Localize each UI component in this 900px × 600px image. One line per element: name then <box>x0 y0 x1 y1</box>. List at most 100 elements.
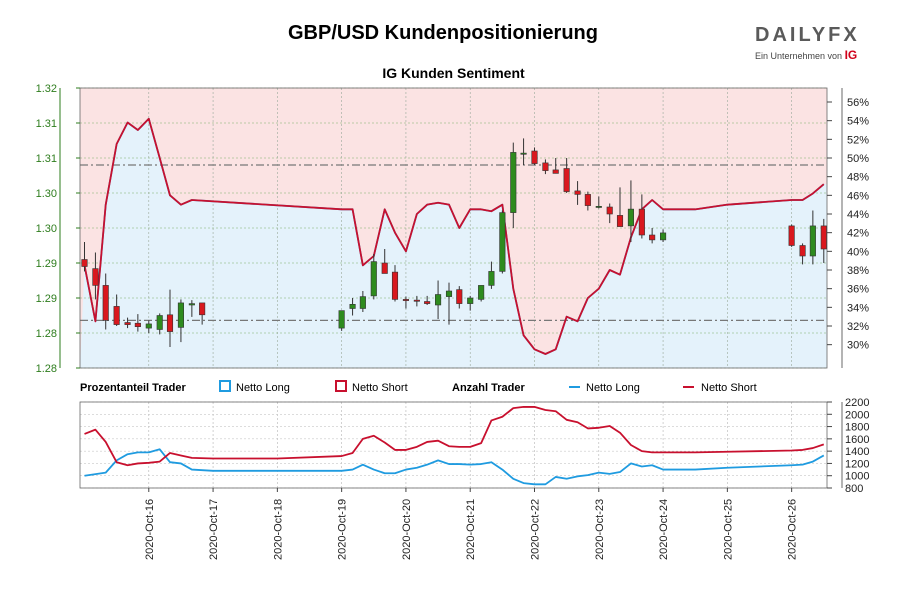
time-tick-label: 2020-Oct-18 <box>272 499 284 560</box>
candle-down <box>381 262 388 274</box>
candle-down <box>413 299 420 302</box>
legend-long-label: Netto Long <box>236 382 290 394</box>
dailyfx-logo: DAILYFX Ein Unternehmen von IG <box>755 24 875 62</box>
candle-down <box>638 208 645 236</box>
price-tick-label: 1.30 <box>36 188 57 200</box>
candle-up <box>660 232 667 241</box>
candle-up <box>435 294 442 306</box>
time-tick-label: 2020-Oct-16 <box>144 499 156 560</box>
candle-down <box>552 169 559 174</box>
candle-up <box>145 323 152 329</box>
legend-short-swatch <box>335 380 347 392</box>
candle-up <box>478 285 485 300</box>
candle-down <box>574 190 581 195</box>
candle-up <box>338 310 345 329</box>
time-tick-label: 2020-Oct-20 <box>401 499 413 560</box>
candle-up <box>445 290 453 297</box>
candle-down <box>649 234 656 241</box>
percent-tick-label: 36% <box>847 284 869 296</box>
percent-tick-label: 48% <box>847 172 869 184</box>
price-tick-label: 1.28 <box>36 363 57 375</box>
candle-up <box>499 212 506 272</box>
legend-percent-heading: Prozentanteil Trader <box>80 382 186 394</box>
candle-up <box>349 303 356 309</box>
count-tick-label: 1800 <box>845 422 869 434</box>
price-tick-label: 1.32 <box>36 83 57 95</box>
time-tick-label: 2020-Oct-24 <box>658 499 670 560</box>
netto-long-count-line <box>84 448 825 486</box>
chart-title: GBP/USD Kundenpositionierung <box>288 22 598 44</box>
candle-down <box>124 322 131 325</box>
candle-down <box>799 245 806 257</box>
candle-down <box>92 268 99 286</box>
candle-down <box>402 299 409 301</box>
legend-short-label: Netto Short <box>352 382 408 394</box>
candle-up <box>467 297 474 304</box>
candle-down <box>820 225 827 250</box>
legend-long-swatch <box>219 380 231 392</box>
time-tick-label: 2020-Oct-19 <box>337 499 349 560</box>
price-tick-label: 1.29 <box>36 293 57 305</box>
logo-subtext: Ein Unternehmen von IG <box>755 48 875 62</box>
candle-up <box>370 261 377 297</box>
percent-tick-label: 30% <box>847 340 869 352</box>
percent-tick-label: 40% <box>847 246 869 258</box>
count-tick-label: 1200 <box>845 458 869 470</box>
candle-down <box>788 225 795 246</box>
percent-tick-label: 50% <box>847 153 869 165</box>
percent-tick-label: 44% <box>847 209 869 221</box>
candle-down <box>616 215 624 227</box>
candle-down <box>166 314 174 332</box>
candle-down <box>81 259 88 267</box>
price-tick-label: 1.30 <box>36 223 57 235</box>
percent-tick-label: 34% <box>847 302 869 314</box>
percent-tick-label: 42% <box>847 228 869 240</box>
candle-down <box>113 306 120 325</box>
candle-down <box>606 206 613 215</box>
legend-count-long-label: Netto Long <box>586 382 640 394</box>
candle-up <box>359 296 366 309</box>
netto-short-percent-line <box>83 117 825 355</box>
candle-up <box>809 225 816 257</box>
percent-tick-label: 38% <box>847 265 869 277</box>
candle-up <box>177 302 184 328</box>
candle-down <box>424 301 431 304</box>
candle-up <box>595 206 602 208</box>
netto-short-count-line <box>84 406 825 467</box>
time-tick-label: 2020-Oct-17 <box>208 499 220 560</box>
candle-down <box>134 322 141 328</box>
count-tick-label: 2200 <box>845 397 869 409</box>
time-tick-label: 2020-Oct-23 <box>594 499 606 560</box>
price-tick-label: 1.29 <box>36 258 57 270</box>
time-tick-label: 2020-Oct-26 <box>787 499 799 560</box>
count-tick-label: 1600 <box>845 434 869 446</box>
logo-text: DAILYFX <box>755 24 860 46</box>
candle-up <box>188 303 195 306</box>
candle-down <box>531 150 538 164</box>
logo-sub-label: Ein Unternehmen von <box>755 51 843 61</box>
time-tick-label: 2020-Oct-25 <box>722 499 734 560</box>
count-tick-label: 1000 <box>845 471 869 483</box>
candle-down <box>563 168 570 192</box>
candle-down <box>584 194 591 206</box>
candle-up <box>627 208 634 227</box>
ig-logo: IG <box>844 48 858 62</box>
count-tick-label: 1400 <box>845 446 869 458</box>
candle-down <box>391 271 399 300</box>
count-tick-label: 2000 <box>845 409 869 421</box>
legend-count-short-label: Netto Short <box>701 382 757 394</box>
candle-down <box>456 289 463 304</box>
candle-down <box>102 285 109 321</box>
candle-up <box>520 152 527 155</box>
chart-subtitle: IG Kunden Sentiment <box>382 65 525 81</box>
candle-down <box>199 302 206 316</box>
candle-down <box>542 162 549 171</box>
candle-up <box>510 152 517 213</box>
price-tick-label: 1.31 <box>36 153 57 165</box>
percent-tick-label: 46% <box>847 190 869 202</box>
count-plot-frame <box>79 401 828 489</box>
candle-up <box>488 271 495 286</box>
percent-tick-label: 32% <box>847 321 869 333</box>
long-sentiment-area <box>80 118 827 368</box>
